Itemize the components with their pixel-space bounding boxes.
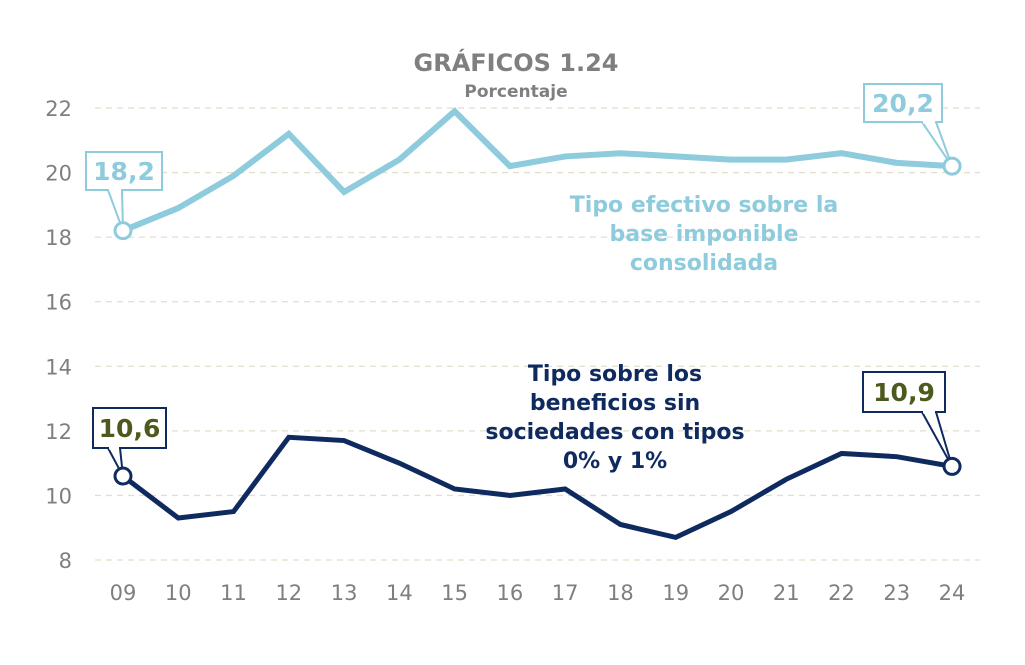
series-line	[121, 434, 953, 541]
x-tick-label: 10	[165, 581, 192, 605]
y-tick-label: 16	[45, 291, 72, 315]
x-tick-label: 09	[110, 581, 137, 605]
y-tick-label: 18	[45, 226, 72, 250]
series-annotation: Tipo sobre los	[528, 362, 702, 387]
x-tick-label: 17	[552, 581, 579, 605]
x-tick-label: 11	[220, 581, 247, 605]
data-point-marker	[942, 456, 962, 476]
chart-subtitle: Porcentaje	[464, 82, 567, 102]
x-tick-label: 22	[828, 581, 855, 605]
y-tick-label: 10	[45, 484, 72, 508]
data-label: 10,9	[873, 378, 935, 407]
series-annotation: base imponible	[609, 222, 798, 247]
data-label: 10,6	[99, 414, 161, 443]
x-tick-label: 14	[386, 581, 413, 605]
x-tick-label: 20	[718, 581, 745, 605]
callout-box	[92, 407, 167, 449]
callout-box	[863, 83, 943, 123]
data-point-marker	[113, 466, 133, 486]
series-annotation: 0% y 1%	[563, 449, 667, 474]
y-tick-label: 22	[45, 97, 72, 121]
series-annotation: consolidada	[630, 251, 778, 276]
x-tick-label: 18	[607, 581, 634, 605]
x-tick-label: 21	[773, 581, 800, 605]
y-tick-label: 12	[45, 420, 72, 444]
callout-box	[85, 151, 163, 191]
x-tick-label: 13	[331, 581, 358, 605]
callout-box	[862, 371, 946, 413]
data-point-marker	[942, 156, 962, 176]
y-tick-label: 8	[59, 549, 72, 573]
data-label: 18,2	[93, 157, 155, 186]
series-annotation: Tipo efectivo sobre la	[570, 193, 838, 218]
y-tick-label: 14	[45, 355, 72, 379]
y-tick-label: 20	[45, 162, 72, 186]
x-tick-label: 19	[662, 581, 689, 605]
x-tick-label: 15	[441, 581, 468, 605]
x-tick-label: 12	[275, 581, 302, 605]
series-line	[121, 107, 953, 234]
x-tick-label: 24	[939, 581, 966, 605]
x-tick-label: 16	[497, 581, 524, 605]
data-point-marker	[113, 221, 133, 241]
data-label: 20,2	[872, 89, 934, 118]
chart-title: GRÁFICOS 1.24	[414, 48, 619, 77]
series-annotation: beneficios sin	[530, 391, 700, 416]
series-annotation: sociedades con tipos	[485, 420, 744, 445]
x-tick-label: 23	[883, 581, 910, 605]
